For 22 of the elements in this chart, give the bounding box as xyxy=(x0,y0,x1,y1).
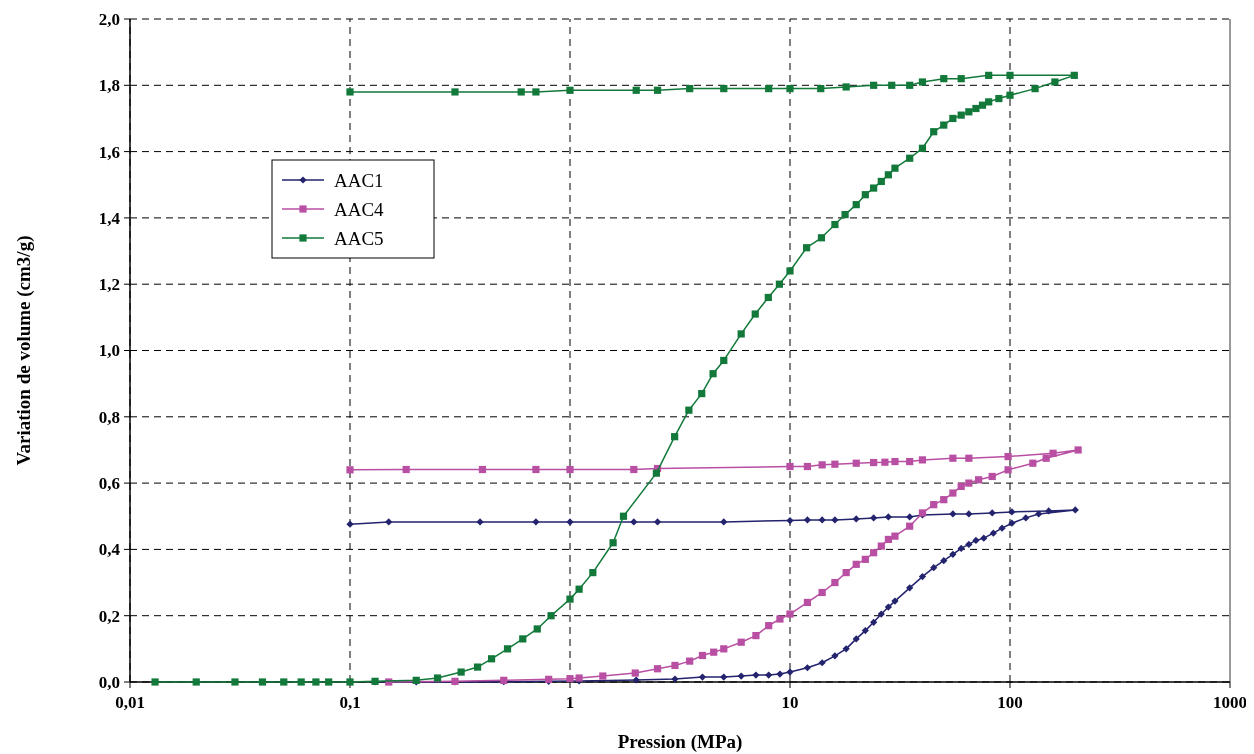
x-tick-label: 0,1 xyxy=(339,693,361,712)
y-tick-label: 1,4 xyxy=(98,208,121,228)
y-tick-label: 0,8 xyxy=(98,407,120,427)
y-tick-label: 0,4 xyxy=(98,540,121,560)
x-tick-label: 1 xyxy=(565,693,575,712)
y-tick-label: 0,0 xyxy=(98,672,120,692)
y-tick-label: 1,0 xyxy=(98,341,120,361)
y-tick-label: 2,0 xyxy=(98,9,120,29)
legend-label: AAC4 xyxy=(334,198,385,220)
y-axis-title: Variation de volume (cm3/g) xyxy=(13,235,35,466)
x-tick-label: 1000 xyxy=(1213,693,1247,712)
y-tick-label: 0,2 xyxy=(98,606,120,626)
x-axis-title: Pression (MPa) xyxy=(617,731,743,753)
x-tick-label: 100 xyxy=(997,693,1023,712)
legend-label: AAC1 xyxy=(334,169,384,191)
y-tick-label: 0,6 xyxy=(98,474,120,494)
y-tick-label: 1,2 xyxy=(98,275,120,295)
x-tick-label: 10 xyxy=(781,693,799,712)
legend-label: AAC5 xyxy=(334,227,384,249)
y-tick-label: 1,8 xyxy=(98,76,120,96)
x-tick-label: 0,01 xyxy=(115,693,145,712)
y-tick-label: 1,6 xyxy=(98,142,120,162)
